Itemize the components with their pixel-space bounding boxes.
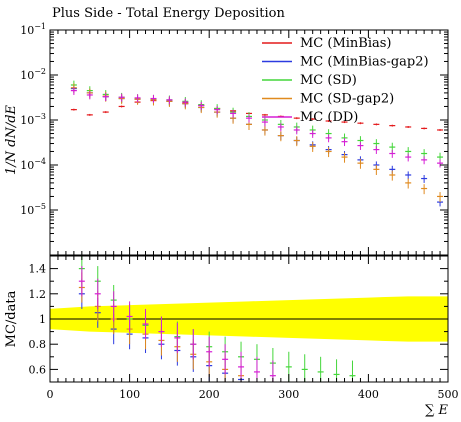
- ratio-plot-panel: 0.6 0.8 1 1.2 1.4 0 100 200 300 400 500 MC/data ∑…: [4, 255, 459, 418]
- main-plot-marks: [70, 80, 444, 207]
- y-tick-label: 10−1: [20, 22, 46, 37]
- x-tick-label: 300: [278, 388, 299, 401]
- legend-label: MC (DD): [300, 110, 358, 125]
- main-plot-y-label: 1/N dN/dE: [4, 104, 19, 175]
- x-tick-label: 500: [438, 388, 459, 401]
- y-tick-label: 10−2: [20, 67, 46, 82]
- series-4: [70, 87, 444, 168]
- legend-label: MC (MinBias): [300, 36, 392, 51]
- y-tick-label: 10−5: [20, 202, 46, 217]
- x-tick-label: 0: [47, 388, 54, 401]
- ratio-y-tick-label: 0.8: [29, 338, 47, 351]
- legend: MC (MinBias) MC (MinBias-gap2) MC (SD) MC (…: [262, 36, 429, 125]
- ratio-plot-x-ticks: 0 100 200 300 400 500: [47, 256, 459, 401]
- main-plot-x-ticks: [49, 30, 449, 255]
- y-tick-label: 10−4: [20, 157, 46, 172]
- ratio-plot-y-ticks: 0.6 0.8 1 1.2 1.4: [29, 255, 448, 383]
- legend-label: MC (SD): [300, 73, 357, 88]
- ratio-series-3: [78, 266, 276, 382]
- legend-label: MC (SD-gap2): [300, 92, 394, 107]
- x-tick-label: 400: [358, 388, 379, 401]
- ratio-y-tick-label: 1.2: [29, 288, 47, 301]
- main-plot-panel: 10−1 10−2 10−3 10−4 10−5 1/N dN/dE MC (MinBi…: [4, 22, 449, 256]
- ratio-plot-y-label: MC/data: [4, 290, 19, 347]
- ratio-y-tick-label: 1: [39, 313, 46, 326]
- ratio-y-tick-label: 0.6: [29, 363, 47, 376]
- x-tick-label: 100: [119, 388, 140, 401]
- ratio-plot-marks: [50, 256, 448, 382]
- main-plot-y-ticks: 10−1 10−2 10−3 10−4 10−5: [20, 22, 448, 256]
- ratio-y-tick-label: 1.4: [29, 263, 47, 276]
- x-axis-label: ∑ E: [425, 403, 448, 418]
- legend-label: MC (MinBias-gap2): [300, 55, 429, 70]
- y-tick-label: 10−3: [20, 112, 46, 127]
- chart-title: Plus Side - Total Energy Deposition: [52, 6, 285, 21]
- x-tick-label: 200: [199, 388, 220, 401]
